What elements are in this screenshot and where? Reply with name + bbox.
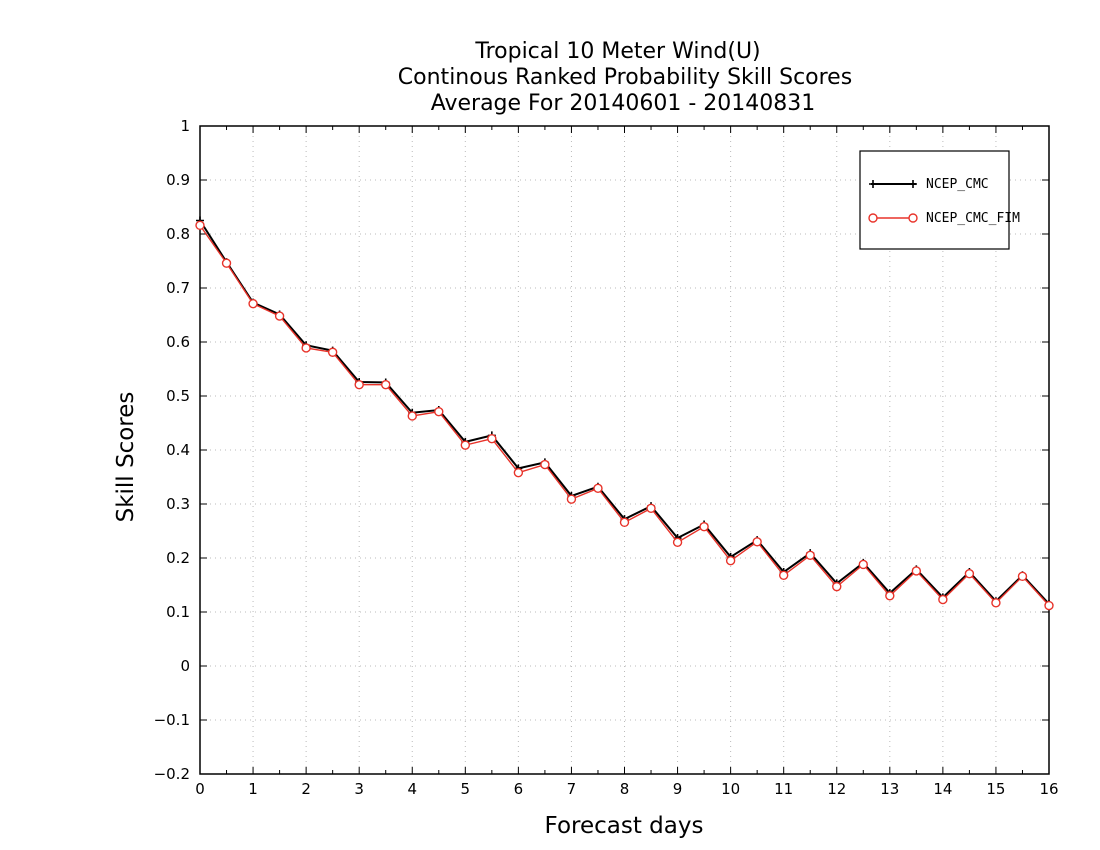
data-point <box>778 570 789 580</box>
data-point <box>911 566 922 576</box>
y-tick-label: 0.1 <box>166 603 190 621</box>
x-tick-label: 13 <box>880 780 899 798</box>
series-ncep-cmc-fim <box>195 220 1054 611</box>
grid <box>200 126 1049 774</box>
x-tick-label: 6 <box>514 780 524 798</box>
data-point <box>434 406 444 417</box>
x-tick-label: 8 <box>620 780 630 798</box>
legend-marker <box>909 180 917 188</box>
data-point <box>487 433 497 444</box>
data-point <box>301 343 311 353</box>
data-point <box>805 550 815 560</box>
data-point <box>619 517 630 528</box>
legend-marker <box>908 213 918 223</box>
data-point <box>752 537 762 547</box>
data-point <box>646 503 656 514</box>
y-tick-label: 1 <box>180 117 190 135</box>
x-tick-label: 4 <box>407 780 417 798</box>
x-tick-label: 10 <box>721 780 740 798</box>
y-tick-label: 0.8 <box>166 225 190 243</box>
y-tick-label: 0.4 <box>166 441 190 459</box>
data-point <box>964 568 975 579</box>
title-line-2: Continous Ranked Probability Skill Score… <box>398 65 852 90</box>
series-line <box>199 224 1050 606</box>
x-tick-label: 7 <box>567 780 577 798</box>
x-tick-label: 16 <box>1039 780 1058 798</box>
data-point <box>274 311 285 321</box>
series-ncep-cmc <box>196 216 1053 608</box>
chart-title: Tropical 10 Meter Wind(U) Continous Rank… <box>398 39 852 116</box>
series-layer <box>195 216 1054 611</box>
y-tick-label: 0.7 <box>166 279 190 297</box>
legend-label-ncep-cmc-fim: NCEP_CMC_FIM <box>926 211 1020 226</box>
data-point <box>938 594 948 605</box>
data-point <box>540 459 550 470</box>
data-point <box>381 379 391 390</box>
y-tick-label: 0.3 <box>166 495 190 513</box>
y-axis-label: Skill Scores <box>113 392 139 523</box>
data-point <box>885 591 895 601</box>
data-point <box>407 411 417 421</box>
x-tick-label: 12 <box>827 780 846 798</box>
data-point <box>858 559 868 570</box>
x-tick-label: 9 <box>673 780 683 798</box>
y-tick-label: 0.2 <box>166 549 190 567</box>
legend-box <box>859 150 1010 250</box>
data-point <box>221 258 232 268</box>
y-tick-labels: −0.2 −0.1 0 0.1 0.2 0.3 0.4 0.5 0.6 0.7 0.8 0.9 1 <box>154 117 190 783</box>
legend: NCEP_CMC NCEP_CMC_FIM <box>859 150 1020 250</box>
x-tick-label: 15 <box>986 780 1005 798</box>
y-tick-label: −0.1 <box>154 711 190 729</box>
data-point <box>248 298 258 309</box>
x-tick-label: 3 <box>354 780 364 798</box>
data-point <box>195 220 205 231</box>
legend-label-ncep-cmc: NCEP_CMC <box>926 177 989 192</box>
legend-marker <box>868 213 878 223</box>
y-tick-label: 0.5 <box>166 387 190 405</box>
data-point <box>725 556 736 566</box>
title-line-1: Tropical 10 Meter Wind(U) <box>474 39 760 64</box>
x-tick-labels: 0 1 2 3 4 5 6 7 8 9 10 11 12 13 14 15 16 <box>195 780 1058 798</box>
data-point <box>513 467 524 478</box>
legend-marker <box>869 180 877 188</box>
x-tick-label: 0 <box>195 780 205 798</box>
data-point <box>354 379 364 390</box>
x-tick-label: 11 <box>774 780 793 798</box>
y-tick-label: 0.9 <box>166 171 190 189</box>
title-line-3: Average For 20140601 - 20140831 <box>431 91 816 116</box>
x-tick-label: 2 <box>301 780 311 798</box>
data-point <box>1044 600 1054 611</box>
legend-samples <box>868 180 918 223</box>
data-point <box>460 440 471 450</box>
data-point <box>832 581 842 592</box>
data-point <box>699 521 709 532</box>
y-tick-label: 0.6 <box>166 333 190 351</box>
data-point <box>991 598 1001 608</box>
data-point <box>1017 571 1028 582</box>
data-point <box>593 483 603 494</box>
data-point <box>672 537 683 548</box>
x-tick-label: 14 <box>933 780 952 798</box>
data-point <box>327 347 338 357</box>
y-tick-label: 0 <box>180 657 190 675</box>
x-tick-label: 5 <box>461 780 471 798</box>
axis-ticks <box>199 125 1050 775</box>
x-axis-label: Forecast days <box>545 813 704 839</box>
y-tick-label: −0.2 <box>154 765 190 783</box>
x-tick-label: 1 <box>248 780 258 798</box>
data-point <box>566 494 577 504</box>
